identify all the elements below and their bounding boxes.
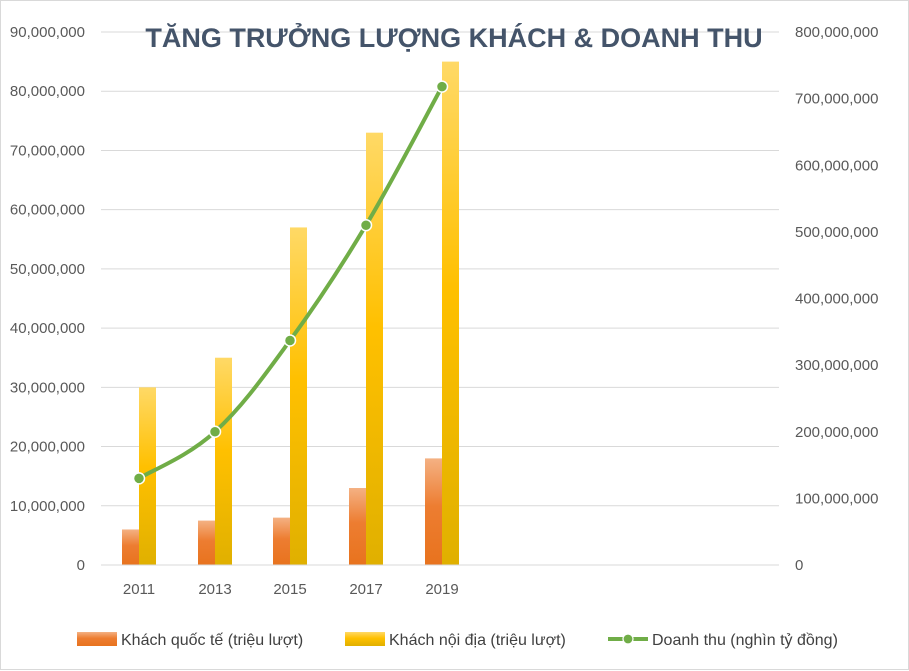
left-y-tick-label: 90,000,000 (10, 24, 85, 41)
x-tick-label: 2017 (349, 581, 382, 598)
chart-title: TĂNG TRƯỞNG LƯỢNG KHÁCH & DOANH THU (145, 21, 762, 53)
legend: Khách quốc tế (triệu lượt) Khách nội địa … (77, 632, 838, 649)
legend-label-khach-quoc-te: Khách quốc tế (triệu lượt) (121, 632, 303, 649)
line-doanh-thu (137, 84, 444, 481)
right-y-tick-label: 700,000,000 (795, 91, 878, 108)
right-y-axis: 0 100,000,000 200,000,000 300,000,000 400,00… (795, 24, 878, 574)
left-y-tick-label: 60,000,000 (10, 202, 85, 219)
x-tick-label: 2013 (198, 581, 231, 598)
legend-label-khach-noi-dia: Khách nội địa (triệu lượt) (389, 632, 566, 649)
x-tick-label: 2019 (425, 581, 458, 598)
legend-marker-doanh-thu (622, 633, 634, 645)
bar-khach-quoc-te (273, 517, 290, 565)
right-y-tick-label: 500,000,000 (795, 224, 878, 241)
bar-khach-quoc-te (349, 488, 366, 565)
bar-khach-noi-dia (366, 132, 383, 565)
legend-label-doanh-thu: Doanh thu (nghìn tỷ đồng) (652, 632, 838, 649)
right-y-tick-label: 400,000,000 (795, 291, 878, 308)
left-y-tick-label: 50,000,000 (10, 261, 85, 278)
line-point-doanh-thu (435, 80, 449, 93)
right-y-tick-label: 0 (795, 557, 803, 574)
bar-khach-quoc-te (198, 520, 215, 565)
left-y-tick-label: 40,000,000 (10, 320, 85, 337)
right-y-tick-label: 800,000,000 (795, 24, 878, 41)
left-y-tick-label: 0 (77, 557, 85, 574)
left-y-tick-label: 20,000,000 (10, 439, 85, 456)
x-tick-label: 2015 (273, 581, 306, 598)
line-point-doanh-thu (208, 425, 222, 438)
left-y-tick-label: 30,000,000 (10, 379, 85, 396)
left-y-tick-label: 70,000,000 (10, 142, 85, 159)
left-y-tick-label: 80,000,000 (10, 83, 85, 100)
legend-swatch-khach-quoc-te (77, 632, 117, 646)
bar-series-group (122, 61, 459, 565)
bar-khach-noi-dia (290, 227, 307, 565)
left-y-tick-label: 10,000,000 (10, 498, 85, 515)
right-y-tick-label: 100,000,000 (795, 490, 878, 507)
bar-khach-noi-dia (215, 357, 232, 565)
bar-khach-quoc-te (425, 458, 442, 565)
x-axis: 2011 2013 2015 2017 2019 (101, 564, 779, 598)
line-series-group (132, 80, 449, 485)
right-y-tick-label: 300,000,000 (795, 357, 878, 374)
line-point-doanh-thu (132, 472, 146, 485)
bar-khach-noi-dia (139, 387, 156, 565)
x-tick-label: 2011 (123, 581, 155, 598)
left-y-axis: 0 10,000,000 20,000,000 30,000,000 40,000,00… (10, 24, 85, 574)
right-y-tick-label: 600,000,000 (795, 157, 878, 174)
line-point-doanh-thu (283, 334, 297, 347)
bar-khach-noi-dia (442, 61, 459, 565)
legend-swatch-khach-noi-dia (345, 632, 385, 646)
bar-khach-quoc-te (122, 529, 139, 565)
right-y-tick-label: 200,000,000 (795, 424, 878, 441)
line-point-doanh-thu (359, 218, 373, 232)
